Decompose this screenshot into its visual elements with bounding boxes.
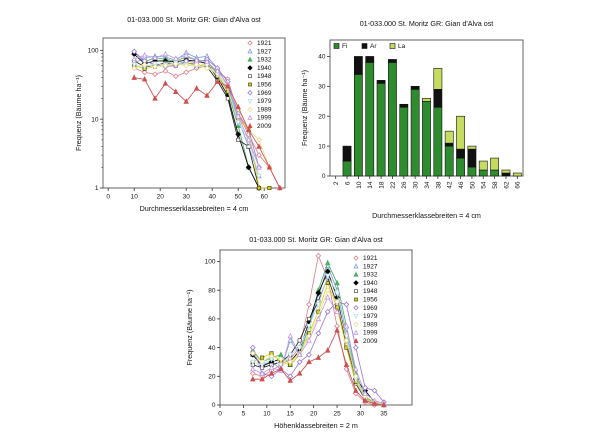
svg-text:62: 62 [503, 181, 510, 189]
svg-text:2009: 2009 [257, 123, 272, 130]
svg-text:1999: 1999 [257, 115, 272, 122]
diameter-log-line-chart: 01-033.000 St. Moritz GR: Gian d'Alva os… [74, 15, 286, 213]
svg-text:30: 30 [183, 194, 191, 201]
svg-text:40: 40 [208, 345, 216, 352]
svg-text:10: 10 [356, 181, 363, 189]
svg-text:1940: 1940 [363, 280, 378, 287]
height-line-chart: 01-033.000 St. Moritz GR: Gian d'Alva os… [185, 235, 413, 430]
svg-text:Höhenklassebreiten = 2 m: Höhenklassebreiten = 2 m [274, 421, 358, 430]
svg-text:5: 5 [242, 411, 246, 418]
svg-text:22: 22 [390, 181, 397, 189]
svg-text:30: 30 [413, 181, 420, 189]
svg-text:34: 34 [424, 181, 431, 189]
svg-text:42: 42 [447, 181, 454, 189]
svg-text:60: 60 [261, 194, 269, 201]
svg-text:01-033.000 St. Moritz GR: Gian: 01-033.000 St. Moritz GR: Gian d'Alva os… [249, 235, 383, 244]
svg-text:40: 40 [209, 194, 217, 201]
svg-text:20: 20 [318, 113, 326, 120]
svg-text:20: 20 [310, 411, 318, 418]
svg-text:26: 26 [401, 181, 408, 189]
svg-text:Frequenz (Bäume ha⁻¹): Frequenz (Bäume ha⁻¹) [185, 289, 194, 365]
svg-text:1927: 1927 [257, 48, 272, 55]
svg-text:1932: 1932 [363, 272, 378, 279]
svg-text:10: 10 [131, 194, 139, 201]
svg-text:18: 18 [378, 181, 385, 189]
svg-text:6: 6 [344, 181, 351, 185]
svg-text:20: 20 [208, 373, 216, 380]
svg-text:14: 14 [367, 181, 374, 189]
svg-text:60: 60 [208, 316, 216, 323]
svg-text:30: 30 [318, 84, 326, 91]
svg-text:1999: 1999 [363, 330, 378, 337]
svg-text:100: 100 [88, 48, 99, 55]
svg-text:10: 10 [318, 143, 326, 150]
svg-text:54: 54 [481, 181, 488, 189]
svg-text:20: 20 [157, 194, 165, 201]
svg-text:01-033.000 St. Moritz GR: Gian: 01-033.000 St. Moritz GR: Gian d'Alva os… [127, 15, 261, 24]
svg-text:Fi: Fi [342, 43, 347, 50]
svg-text:10: 10 [91, 116, 99, 123]
svg-text:1979: 1979 [257, 98, 272, 105]
species-stacked-bar-chart: 01-033.000 St. Moritz GR: Gian d'Alva os… [300, 19, 524, 220]
svg-text:0: 0 [218, 411, 222, 418]
svg-text:0: 0 [322, 173, 326, 180]
svg-text:1969: 1969 [257, 90, 272, 97]
svg-text:Durchmesserklassebreiten = 4: Durchmesserklassebreiten = 4 cm [372, 211, 481, 220]
svg-text:1948: 1948 [363, 288, 378, 295]
svg-text:Ar: Ar [370, 43, 377, 50]
svg-text:1989: 1989 [363, 321, 378, 328]
svg-text:La: La [398, 43, 406, 50]
svg-text:1940: 1940 [257, 65, 272, 72]
svg-text:0: 0 [106, 194, 110, 201]
svg-text:2009: 2009 [363, 338, 378, 345]
svg-text:58: 58 [492, 181, 499, 189]
svg-text:Frequenz (Bäume ha⁻¹): Frequenz (Bäume ha⁻¹) [74, 75, 83, 151]
svg-text:46: 46 [458, 181, 465, 189]
svg-text:25: 25 [333, 411, 341, 418]
svg-text:35: 35 [380, 411, 388, 418]
svg-text:10: 10 [263, 411, 271, 418]
svg-text:1932: 1932 [257, 57, 272, 64]
svg-text:1: 1 [95, 185, 99, 192]
svg-text:100: 100 [205, 259, 216, 266]
svg-text:1921: 1921 [257, 40, 272, 47]
svg-text:1979: 1979 [363, 313, 378, 320]
svg-text:80: 80 [208, 287, 216, 294]
svg-text:30: 30 [357, 411, 365, 418]
svg-text:66: 66 [515, 181, 522, 189]
svg-text:15: 15 [287, 411, 295, 418]
svg-text:38: 38 [435, 181, 442, 189]
species-stacked-bar-panel: 01-033.000 St. Moritz GR: Gian d'Alva os… [298, 8, 536, 232]
svg-text:1921: 1921 [363, 255, 378, 262]
svg-text:50: 50 [235, 194, 243, 201]
svg-text:01-033.000 St. Moritz GR: Gian: 01-033.000 St. Moritz GR: Gian d'Alva os… [360, 19, 494, 28]
svg-text:1956: 1956 [257, 82, 272, 89]
svg-text:0: 0 [212, 402, 216, 409]
svg-text:2: 2 [333, 181, 340, 185]
svg-text:1927: 1927 [363, 263, 378, 270]
svg-text:Frequenz (Bäume ha⁻¹): Frequenz (Bäume ha⁻¹) [300, 70, 309, 146]
svg-text:1989: 1989 [257, 106, 272, 113]
svg-text:40: 40 [318, 54, 326, 61]
svg-text:50: 50 [469, 181, 476, 189]
svg-text:1956: 1956 [363, 297, 378, 304]
svg-text:Durchmesserklassebreiten = 4: Durchmesserklassebreiten = 4 cm [140, 204, 249, 213]
diameter-log-chart-panel: 01-033.000 St. Moritz GR: Gian d'Alva os… [72, 8, 304, 232]
height-line-chart-panel: 01-033.000 St. Moritz GR: Gian d'Alva os… [182, 232, 436, 440]
svg-text:1948: 1948 [257, 73, 272, 80]
svg-text:1969: 1969 [363, 305, 378, 312]
